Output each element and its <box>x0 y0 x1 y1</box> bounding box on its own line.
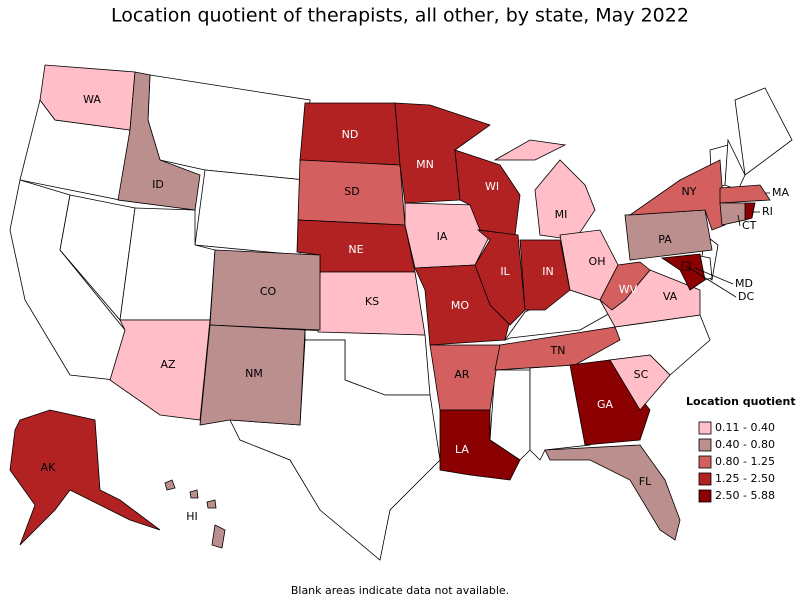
legend-swatch <box>698 455 712 469</box>
state <box>209 249 321 331</box>
state-label: IA <box>437 230 448 243</box>
state-label: MI <box>555 208 568 221</box>
state-label: GA <box>597 398 614 411</box>
state-label: IL <box>500 265 510 278</box>
legend-label: 0.40 - 0.80 <box>715 438 775 451</box>
state <box>39 64 136 131</box>
legend-swatch <box>698 489 712 503</box>
blank-states <box>9 74 793 561</box>
state <box>660 253 706 291</box>
state-label: ND <box>342 128 359 141</box>
state-label: AZ <box>160 358 176 371</box>
state-label: CT <box>742 219 757 232</box>
leader-line <box>737 214 741 227</box>
state-label: VA <box>663 290 678 303</box>
state-label: MA <box>772 186 789 199</box>
state-label: IN <box>542 265 553 278</box>
state <box>474 229 526 326</box>
state-label: MN <box>416 158 434 171</box>
state <box>9 409 161 546</box>
state-label: LA <box>455 443 469 456</box>
state <box>164 479 176 491</box>
state-label: DC <box>738 290 754 303</box>
state-shape <box>194 169 306 256</box>
legend-swatch <box>698 472 712 486</box>
legend-label: 1.25 - 2.50 <box>715 472 775 485</box>
leader-line <box>694 267 734 285</box>
legend-swatch <box>698 438 712 452</box>
state <box>117 71 201 211</box>
map-title: Location quotient of therapists, all oth… <box>111 5 689 27</box>
state-label: SC <box>634 368 649 381</box>
state <box>719 184 771 204</box>
state <box>534 159 596 241</box>
state-label: ID <box>152 178 164 191</box>
state-label: WA <box>83 93 101 106</box>
state-shape <box>489 369 531 461</box>
state-label: AK <box>41 461 57 474</box>
legend-swatch <box>698 421 712 435</box>
state <box>519 239 571 311</box>
state-label: HI <box>186 510 198 523</box>
state-label: PA <box>658 233 672 246</box>
legend-label: 0.80 - 1.25 <box>715 455 775 468</box>
state <box>189 489 199 499</box>
leader-line <box>685 265 737 298</box>
state <box>206 499 217 509</box>
state <box>569 359 651 446</box>
state-label: KS <box>365 295 379 308</box>
state <box>211 524 226 549</box>
legend-label: 2.50 - 5.88 <box>715 489 775 502</box>
state-label: NM <box>245 367 263 380</box>
legend-label: 0.11 - 0.40 <box>715 421 775 434</box>
state-label: MD <box>735 277 753 290</box>
state-shape <box>229 339 441 561</box>
state-label: CO <box>260 285 277 298</box>
state <box>439 409 521 481</box>
note: Blank areas indicate data not available. <box>291 584 509 597</box>
state-label: TN <box>550 344 566 357</box>
state-label: RI <box>762 205 773 218</box>
state-label: FL <box>639 475 652 488</box>
legend: Location quotient 0.11 - 0.40 0.40 - 0.80… <box>686 395 796 503</box>
legend-title: Location quotient <box>686 395 796 408</box>
state <box>628 159 726 231</box>
state-shape <box>734 87 793 176</box>
state <box>609 354 671 411</box>
state <box>493 139 567 161</box>
state <box>744 202 756 221</box>
state <box>109 319 211 421</box>
state <box>544 444 681 541</box>
state <box>599 261 651 311</box>
state-label: SD <box>344 185 359 198</box>
state-label: AR <box>454 368 470 381</box>
states: WA ID ND SD NE KS CO NM AZ MN IA MO AR LA WI IL MI IN OH TN… <box>9 64 789 549</box>
state-label: NE <box>348 243 363 256</box>
state-label: WV <box>619 283 638 296</box>
state-label: MO <box>451 299 469 312</box>
state-label: NY <box>682 185 697 198</box>
state-label: WI <box>485 180 499 193</box>
state-label: OH <box>589 255 606 268</box>
state <box>199 324 306 426</box>
state <box>494 326 621 371</box>
